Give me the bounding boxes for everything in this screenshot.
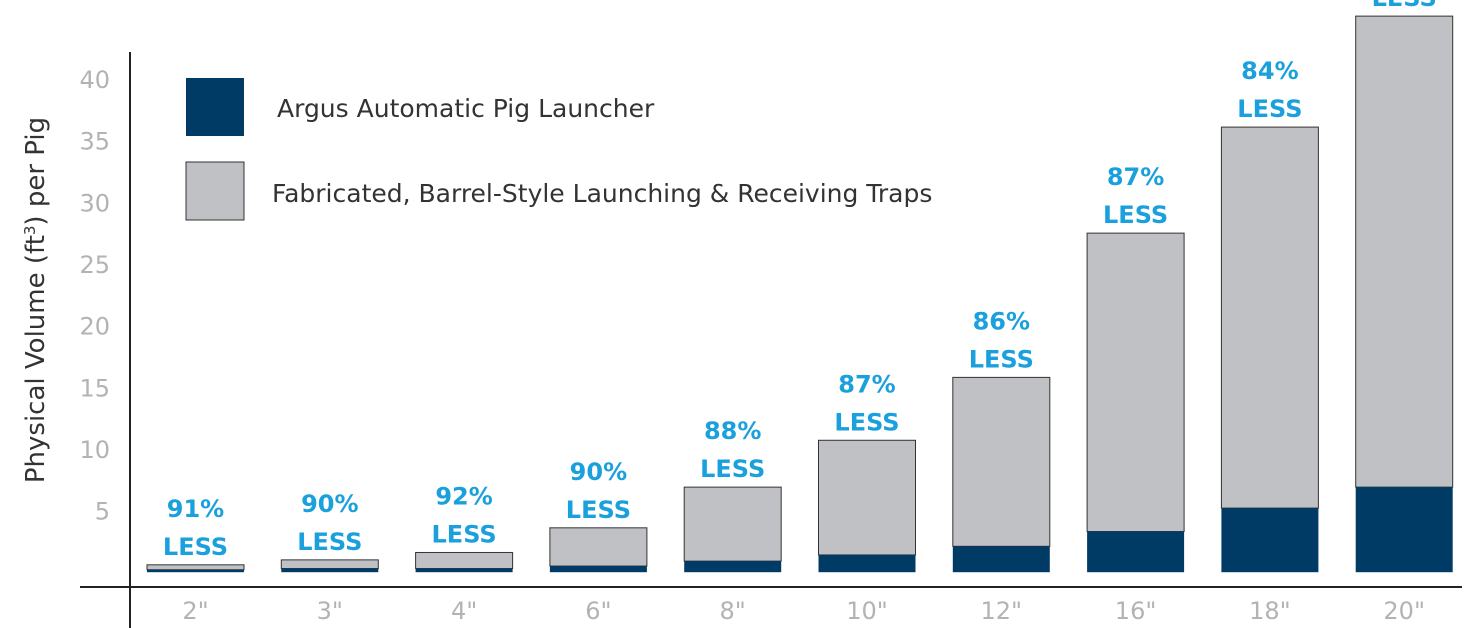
bars	[146, 15, 1454, 573]
reduction-less-label: LESS	[1237, 95, 1302, 123]
x-tick-label: 12"	[981, 597, 1023, 625]
y-axis-label-pre: Physical Volume (ft	[21, 235, 51, 483]
x-tick-label: 16"	[1115, 597, 1157, 625]
bar-fabricated-4	[415, 551, 514, 570]
y-tick-label: 5	[95, 498, 110, 526]
x-tick-label: 2"	[182, 597, 208, 625]
x-tick-label: 4"	[451, 597, 477, 625]
bar-fabricated-8	[683, 486, 782, 562]
reduction-less-label: LESS	[163, 533, 228, 561]
reduction-less-label: LESS	[297, 528, 362, 556]
reduction-less-label: LESS	[969, 345, 1034, 373]
reduction-percent-label: 86%	[973, 307, 1030, 335]
y-ticks: 5 10 15 20 25 30 35 40	[79, 66, 110, 526]
reduction-percent-label: 87%	[1107, 163, 1164, 191]
x-tick-label: 3"	[317, 597, 343, 625]
reduction-percent-label: 88%	[704, 417, 761, 445]
reduction-percent-label: 90%	[301, 490, 358, 518]
reduction-less-label: LESS	[700, 455, 765, 483]
reduction-less-label: LESS	[1372, 0, 1437, 12]
bar-fabricated-6	[549, 527, 648, 567]
y-tick-label: 15	[79, 374, 110, 402]
bar-argus-6	[549, 566, 647, 573]
y-tick-label: 30	[79, 189, 110, 217]
y-tick-label: 10	[79, 436, 110, 464]
legend-label-fabricated: Fabricated, Barrel-Style Launching & Rec…	[272, 179, 932, 208]
reduction-percent-label: 91%	[167, 495, 224, 523]
x-tick-label: 8"	[720, 597, 746, 625]
x-tick-label: 18"	[1249, 597, 1291, 625]
bar-fabricated-2	[146, 564, 245, 571]
bar-argus-20	[1355, 487, 1453, 573]
y-tick-label: 35	[79, 128, 110, 156]
y-tick-label: 25	[79, 251, 110, 279]
bar-argus-16	[1087, 531, 1185, 573]
legend-swatch-argus	[186, 78, 244, 136]
y-axis-label: Physical Volume (ft3) per Pig	[21, 117, 51, 483]
reduction-percent-label: 87%	[838, 370, 895, 398]
bar-argus-18	[1221, 508, 1319, 573]
reduction-percent-label: 92%	[435, 482, 492, 510]
y-tick-label: 20	[79, 313, 110, 341]
bar-argus-3	[281, 568, 379, 573]
reduction-less-label: LESS	[566, 496, 631, 524]
bar-fabricated-16	[1086, 232, 1185, 533]
bar-argus-4	[415, 568, 513, 573]
reduction-less-label: LESS	[834, 408, 899, 436]
bar-fabricated-10	[818, 439, 916, 556]
bar-argus-12	[952, 546, 1050, 573]
x-tick-label: 6"	[585, 597, 611, 625]
reduction-percent-label: 84%	[1241, 57, 1298, 85]
bar-fabricated-18	[1220, 126, 1319, 509]
bar-argus-2	[147, 569, 244, 573]
x-tick-label: 20"	[1383, 597, 1425, 625]
x-tick-label: 10"	[846, 597, 888, 625]
reduction-percent-label: 90%	[570, 458, 627, 486]
y-axis-label-post: ) per Pig	[21, 117, 51, 226]
x-ticks: 2" 3" 4" 6" 8" 10" 12" 16" 18" 20"	[182, 597, 1425, 625]
y-axis-label-sup: 3	[21, 226, 39, 236]
legend: Argus Automatic Pig Launcher Fabricated,…	[185, 78, 932, 221]
bar-argus-8	[684, 561, 782, 573]
annotations: 91% LESS 90% LESS 92% LESS 90% LESS 88% LESS 87% LE…	[163, 0, 1437, 561]
reduction-less-label: LESS	[432, 520, 497, 548]
y-tick-label: 40	[79, 66, 110, 94]
bar-argus-10	[818, 554, 916, 573]
legend-swatch-fabricated	[185, 161, 245, 221]
bar-fabricated-3	[280, 559, 379, 570]
bar-fabricated-12	[952, 376, 1051, 547]
bar-fabricated-20	[1355, 15, 1454, 488]
legend-label-argus: Argus Automatic Pig Launcher	[277, 94, 655, 123]
reduction-less-label: LESS	[1103, 201, 1168, 229]
